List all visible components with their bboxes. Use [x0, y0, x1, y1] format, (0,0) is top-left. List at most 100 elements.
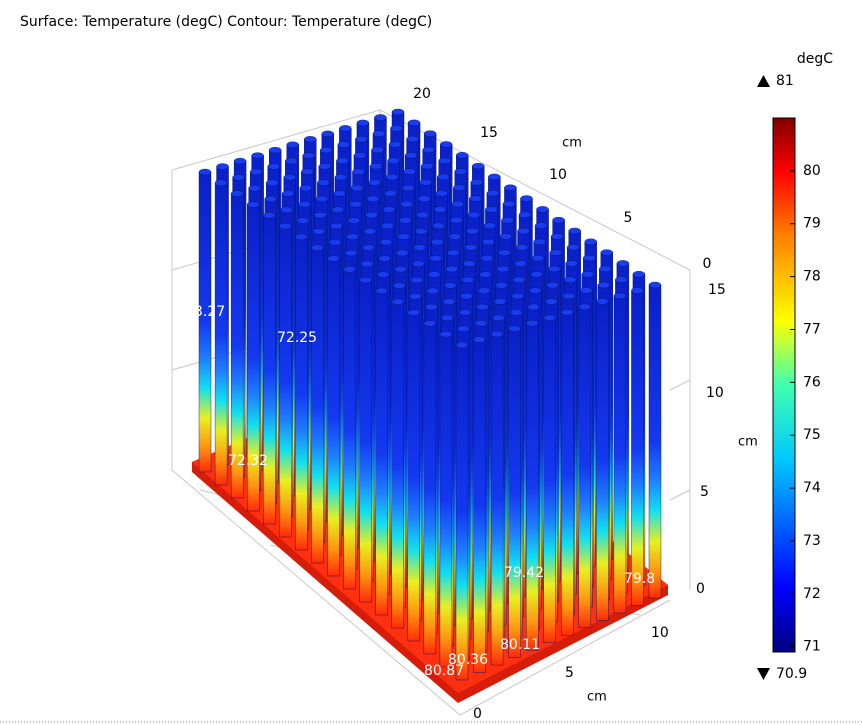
- pin-top: [337, 141, 351, 148]
- pin-top: [448, 233, 462, 240]
- pin-top: [327, 255, 340, 262]
- pin-top: [508, 325, 521, 332]
- pin-top: [455, 341, 469, 349]
- contour-label: 80.36: [448, 652, 488, 668]
- pin-top: [369, 163, 383, 170]
- pin-top: [317, 179, 330, 186]
- pin-top: [581, 271, 594, 278]
- pin-top: [477, 287, 491, 294]
- pin-top: [520, 195, 533, 202]
- pin-top: [263, 212, 276, 219]
- pin-top: [347, 217, 361, 224]
- pin-top: [502, 200, 516, 208]
- pin-top: [391, 108, 405, 116]
- pin-top: [568, 227, 581, 235]
- pin-top: [482, 238, 495, 246]
- pin-top: [320, 146, 333, 154]
- pin-top: [298, 201, 311, 208]
- colorbar-max: 81: [776, 73, 794, 89]
- pin-top: [330, 222, 343, 230]
- colorbar-tick-label: 75: [803, 427, 821, 443]
- pin-top: [467, 211, 481, 219]
- pin-top: [283, 174, 296, 181]
- pin: [525, 322, 539, 651]
- pin-top: [530, 271, 543, 278]
- pin-top: [372, 130, 386, 137]
- pin-top: [407, 119, 421, 127]
- pin-top: [492, 314, 505, 322]
- pin-top: [450, 217, 463, 224]
- pin-top: [296, 217, 310, 224]
- max-marker: [757, 75, 770, 87]
- pin-top: [496, 265, 510, 273]
- pin-top: [578, 303, 592, 311]
- pin-top: [423, 320, 437, 327]
- pin-top: [420, 162, 434, 170]
- pin-top: [531, 254, 545, 262]
- pin: [327, 258, 340, 577]
- pin-top: [461, 276, 475, 284]
- tick-label: 10: [549, 167, 567, 183]
- pin-top: [552, 216, 565, 224]
- pin-top: [613, 292, 627, 300]
- pin-top: [517, 227, 530, 235]
- pin-top: [501, 217, 514, 224]
- colorbar: degC 81 70.9 71 72 73 74 75 76 77 78 79 80: [757, 51, 833, 682]
- pin-top: [518, 211, 532, 218]
- contour-label: 80.87: [424, 663, 464, 679]
- pin-top: [432, 222, 445, 229]
- pin-top: [472, 162, 485, 170]
- axis-label: cm: [738, 435, 758, 450]
- pin-top: [394, 266, 407, 273]
- pin-top: [486, 189, 500, 197]
- pin-top: [498, 249, 511, 256]
- pin-top: [434, 206, 447, 213]
- tick-label: 5: [565, 665, 574, 681]
- pin-top: [419, 179, 432, 186]
- pin-top: [412, 260, 425, 267]
- pin-top: [509, 309, 523, 316]
- pin-top: [437, 173, 450, 181]
- pin-top: [336, 157, 349, 165]
- pin-top: [349, 201, 362, 208]
- pin: [561, 312, 574, 636]
- pin-top: [439, 141, 453, 148]
- pin-top: [355, 135, 368, 143]
- pin-top: [480, 255, 494, 262]
- pin-top: [565, 260, 578, 267]
- pin-top: [525, 319, 539, 327]
- pin-top: [426, 287, 440, 295]
- pin-top: [416, 211, 429, 219]
- pin-top: [460, 292, 473, 300]
- tick-label: 10: [651, 625, 669, 641]
- pin-top: [447, 249, 460, 257]
- pin: [263, 215, 276, 525]
- pin: [578, 306, 592, 629]
- pin-top: [352, 168, 365, 175]
- colorbar-tick-label: 71: [803, 639, 821, 655]
- pin-top: [264, 195, 277, 203]
- pin-top: [597, 281, 611, 289]
- pin-top: [312, 228, 326, 235]
- axis-label: cm: [562, 136, 582, 151]
- pin-top: [302, 152, 315, 159]
- pin-top: [248, 184, 261, 192]
- pin-top: [429, 255, 443, 262]
- pin-top: [451, 200, 465, 208]
- pin-top: [371, 146, 384, 154]
- pin-top: [246, 201, 260, 208]
- pin-top: [353, 152, 367, 159]
- pin-top: [382, 206, 396, 213]
- tick-label: 0: [703, 256, 712, 272]
- pin-top: [346, 233, 359, 240]
- pin-top: [444, 282, 457, 289]
- pin-top: [282, 190, 295, 197]
- pin-top: [266, 179, 279, 186]
- tick-label: 5: [700, 484, 709, 500]
- pin-top: [485, 206, 498, 213]
- pin-top: [457, 325, 470, 332]
- pin-top: [268, 146, 282, 154]
- pin: [343, 269, 356, 590]
- pin: [375, 290, 388, 616]
